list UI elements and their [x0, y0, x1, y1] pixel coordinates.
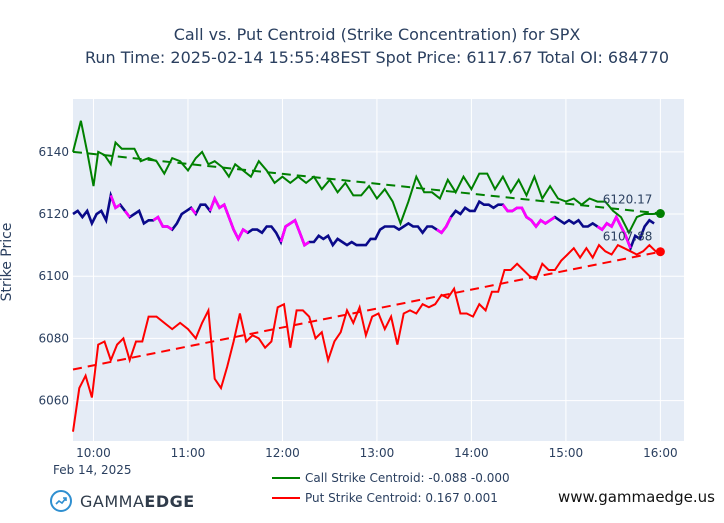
x-tick-label-14:00: 14:00 [454, 446, 489, 460]
put-end-label: 6107.88 [603, 230, 653, 244]
x-tick-label-12:00: 12:00 [265, 446, 300, 460]
price-highlight-segment-0 [109, 194, 121, 210]
call-end-marker [655, 209, 665, 219]
logo-text-bold: EDGE [144, 491, 195, 511]
y-tick-label-6060: 6060 [38, 394, 69, 408]
price-highlight-segment-1 [123, 210, 131, 218]
put-end-marker [655, 247, 665, 257]
plot-background [73, 99, 684, 441]
call-end-label: 6120.17 [603, 193, 653, 207]
x-tick-label-16:00: 16:00 [643, 446, 678, 460]
y-axis-label: Strike Price [0, 223, 15, 302]
price-highlight-segment-5 [279, 218, 310, 248]
put-centroid-line [72, 243, 661, 432]
price-highlight-segment-2 [152, 215, 173, 231]
gammaedge-logo: GAMMAEDGE [50, 490, 195, 512]
y-tick-label-6080: 6080 [38, 331, 69, 345]
chart-subtitle: Run Time: 2025-02-14 15:55:48EST Spot Pr… [85, 48, 669, 67]
price-highlight-segment-4 [208, 195, 249, 242]
y-tick-label-6140: 6140 [38, 145, 69, 159]
call-centroid-line [72, 120, 661, 235]
x-tick-label-13:00: 13:00 [360, 446, 395, 460]
trend-up-icon [50, 490, 72, 512]
logo-text-plain: GAMMA [80, 491, 145, 511]
legend-put-label: Put Strike Centroid: 0.167 0.001 [305, 491, 498, 505]
price-highlight-segment-6 [436, 216, 453, 235]
x-tick-label-10:00: 10:00 [76, 446, 111, 460]
website-link[interactable]: www.gammaedge.us [558, 488, 715, 506]
date-label: Feb 14, 2025 [53, 463, 132, 477]
y-tick-label-6120: 6120 [38, 207, 69, 221]
price-highlight-segment-8 [596, 214, 632, 249]
y-tick-label-6100: 6100 [38, 269, 69, 283]
x-tick-label-11:00: 11:00 [171, 446, 206, 460]
chart-title: Call vs. Put Centroid (Strike Concentrat… [174, 25, 581, 44]
price-highlight-segment-7 [501, 203, 556, 229]
price-highlight-segment-3 [190, 207, 197, 215]
x-tick-label-15:00: 15:00 [549, 446, 584, 460]
legend-call-label: Call Strike Centroid: -0.088 -0.000 [305, 471, 510, 485]
put-trend-line [72, 250, 661, 371]
